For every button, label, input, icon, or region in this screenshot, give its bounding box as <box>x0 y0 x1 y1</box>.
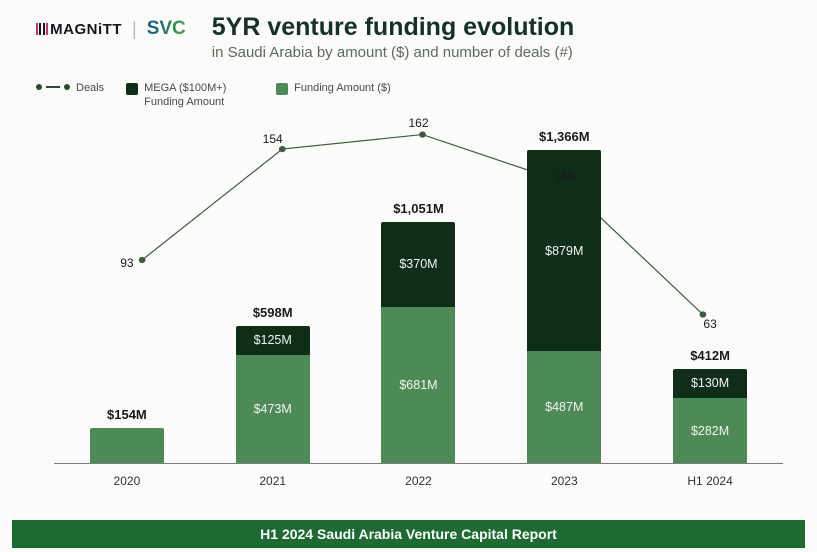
x-tick: H1 2024 <box>637 474 783 488</box>
bar-segment-funding: $282M <box>673 398 747 463</box>
svc-logo: SVC <box>147 18 186 40</box>
footer-text: H1 2024 Saudi Arabia Venture Capital Rep… <box>260 526 557 542</box>
logo-divider: | <box>132 19 137 40</box>
chart-area: $154M $125M $473M $598M $370M $681M $1,051M $87… <box>36 120 793 498</box>
bar-segment-mega: $130M <box>673 369 747 399</box>
deals-marker <box>279 146 286 152</box>
x-axis: 2020202120222023H1 2024 <box>54 474 783 492</box>
bar-segment-label: $473M <box>254 402 292 416</box>
bar: $125M $473M <box>236 326 310 463</box>
logo-group: MAGNiTT | SVC <box>36 18 186 40</box>
bar-segment-label: $487M <box>545 400 583 414</box>
legend-item-mega: MEGA ($100M+) Funding Amount <box>126 82 254 110</box>
bar-segment-label: $879M <box>545 244 583 258</box>
bar-segment-funding: $473M <box>236 355 310 463</box>
deals-marker-icon <box>36 84 70 90</box>
legend-label-deals: Deals <box>76 82 104 96</box>
bar-segment-mega: $370M <box>381 222 455 307</box>
magnitt-logo: MAGNiTT <box>36 21 122 38</box>
bar <box>90 428 164 463</box>
bar-segment-label: $681M <box>399 378 437 392</box>
bar-segment-funding: $487M <box>527 351 601 463</box>
x-tick: 2022 <box>346 474 492 488</box>
legend-item-funding: Funding Amount ($) <box>276 82 391 96</box>
legend-item-deals: Deals <box>36 82 104 96</box>
bar-segment-mega: $125M <box>236 326 310 355</box>
bar-total-label: $154M <box>107 407 147 422</box>
deals-value-label: 162 <box>408 116 428 130</box>
page-subtitle: in Saudi Arabia by amount ($) and number… <box>212 44 575 61</box>
magnitt-logo-text: MAGNiTT <box>50 21 122 38</box>
legend-label-mega: MEGA ($100M+) Funding Amount <box>144 82 254 110</box>
bar-segment-label: $282M <box>691 424 729 438</box>
deals-marker <box>419 131 426 137</box>
bar: $130M $282M <box>673 369 747 463</box>
deals-value-label: 63 <box>703 317 716 331</box>
bar-segment-label: $130M <box>691 376 729 390</box>
deals-marker <box>139 257 146 263</box>
legend: Deals MEGA ($100M+) Funding Amount Fundi… <box>36 82 391 110</box>
funding-swatch-icon <box>276 83 288 95</box>
deals-value-label: 136 <box>554 169 574 183</box>
bar-segment-funding: $681M <box>381 307 455 463</box>
x-tick: 2023 <box>491 474 637 488</box>
legend-label-funding: Funding Amount ($) <box>294 82 391 96</box>
footer-banner: H1 2024 Saudi Arabia Venture Capital Rep… <box>12 520 805 548</box>
bar-segment-label: $370M <box>399 257 437 271</box>
magnitt-bars-icon <box>36 23 48 35</box>
deals-value-label: 93 <box>120 256 133 270</box>
deals-value-label: 154 <box>263 132 283 146</box>
mega-swatch-icon <box>126 83 138 95</box>
bar: $370M $681M <box>381 222 455 463</box>
bar: $879M $487M <box>527 150 601 463</box>
page-title: 5YR venture funding evolution <box>212 14 575 42</box>
plot-area: $154M $125M $473M $598M $370M $681M $1,051M $87… <box>54 120 783 464</box>
chart-container: { "logos": { "magnitt": "MAGNiTT", "divi… <box>0 0 817 552</box>
header: MAGNiTT | SVC 5YR venture funding evolut… <box>36 14 793 61</box>
bar-total-label: $1,051M <box>393 201 444 216</box>
bar-total-label: $598M <box>253 305 293 320</box>
bar-total-label: $1,366M <box>539 129 590 144</box>
x-tick: 2020 <box>54 474 200 488</box>
bar-segment-label: $125M <box>254 333 292 347</box>
bar-segment-funding <box>90 428 164 463</box>
title-block: 5YR venture funding evolution in Saudi A… <box>212 14 575 61</box>
bar-total-label: $412M <box>690 348 730 363</box>
x-tick: 2021 <box>200 474 346 488</box>
